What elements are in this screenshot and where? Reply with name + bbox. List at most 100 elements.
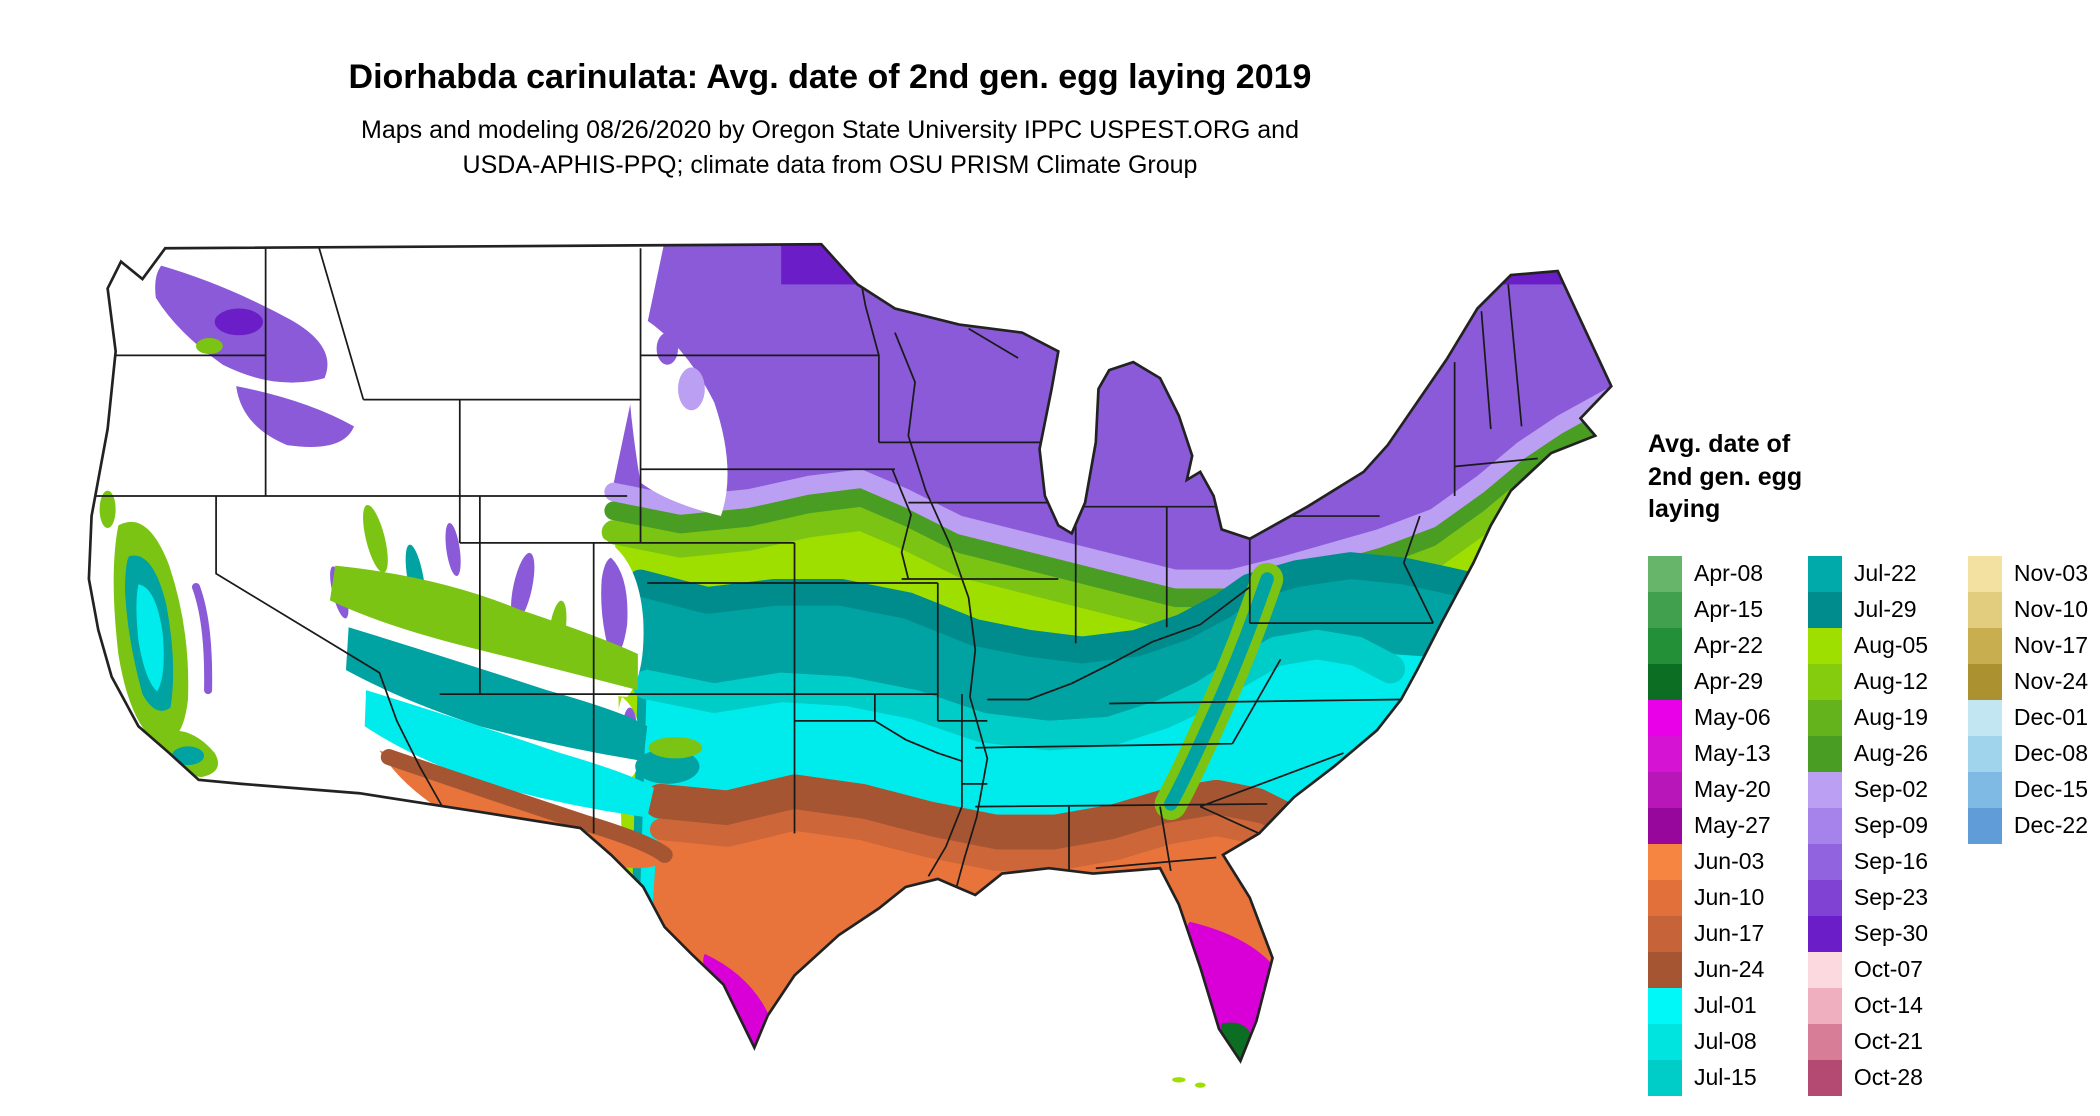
legend-entry: Oct-21 <box>1807 1023 1968 1060</box>
legend-swatch <box>1648 555 1682 592</box>
legend-entry: Nov-03 <box>1967 555 2088 592</box>
legend-entry: Oct-07 <box>1807 951 1968 988</box>
map-region-socal-teal <box>171 746 205 766</box>
legend-label: Jun-24 <box>1694 956 1765 982</box>
legend-entry: Sep-02 <box>1807 771 1968 808</box>
map-stripe-sw-brown <box>380 749 673 863</box>
legend-title: Avg. date of 2nd gen. egg laying <box>1648 428 2088 526</box>
legend-entry: Jul-15 <box>1648 1059 1808 1096</box>
legend-label: Jul-15 <box>1694 1064 1757 1090</box>
legend-swatch <box>1807 807 1842 844</box>
legend-swatch <box>1807 951 1842 988</box>
legend-label: Nov-17 <box>2013 632 2088 658</box>
legend-entry: Nov-17 <box>1967 627 2088 664</box>
legend-entry: Nov-24 <box>1967 663 2088 700</box>
legend-entry: Sep-16 <box>1807 843 1968 880</box>
legend-entry: Apr-29 <box>1648 663 1808 700</box>
legend-label: May-20 <box>1694 776 1771 802</box>
legend-entry: Sep-09 <box>1807 807 1968 844</box>
legend-entry: Apr-15 <box>1648 591 1808 628</box>
map-stripe-sep-dark <box>781 244 1612 285</box>
legend-swatch <box>1967 771 2002 808</box>
legend-swatch <box>1967 807 2002 844</box>
legend-swatch <box>1648 807 1682 844</box>
legend-label: Sep-02 <box>1853 776 1929 802</box>
legend-label: Dec-22 <box>2013 812 2088 838</box>
legend-swatch <box>1967 663 2002 700</box>
legend-label: Dec-08 <box>2013 740 2088 766</box>
legend-swatch <box>1648 1023 1682 1060</box>
legend-label: Apr-29 <box>1694 668 1764 694</box>
legend-label: Nov-24 <box>2013 668 2088 694</box>
legend-label: Dec-15 <box>2013 776 2088 802</box>
map-region-may-florida <box>1185 921 1277 1049</box>
legend-entry: Dec-08 <box>1967 735 2088 772</box>
legend-title-line-3: laying <box>1648 495 1721 523</box>
subtitle-line-2: USDA-APHIS-PPQ; climate data from OSU PR… <box>462 150 1198 179</box>
legend-label: Jul-29 <box>1853 596 1917 622</box>
us-map-container <box>38 228 1618 1092</box>
legend-swatch <box>1648 663 1682 700</box>
legend-entry: Jun-03 <box>1648 843 1808 880</box>
subtitle-line-1: Maps and modeling 08/26/2020 by Oregon S… <box>361 116 1299 144</box>
legend-title-line-1: Avg. date of <box>1648 430 1791 458</box>
legend-column-2: Jul-22 Jul-29 Aug-05 Aug-12 Aug-19 Aug-26 Sep-… <box>1807 555 1968 1096</box>
map-region-may-texas <box>703 953 771 1049</box>
legend-label: Sep-23 <box>1853 884 1929 910</box>
legend-swatch <box>1807 735 1842 772</box>
map-region-keys-speck-2 <box>1194 1082 1206 1088</box>
legend-entry: Jul-29 <box>1807 591 1968 628</box>
us-map <box>87 242 1613 1088</box>
legend-entry: Dec-01 <box>1967 699 2088 736</box>
legend-swatch <box>1648 987 1682 1024</box>
map-region-sierra-purple <box>191 583 213 695</box>
legend-entry: Aug-12 <box>1807 663 1968 700</box>
page-subtitle: Maps and modeling 08/26/2020 by Oregon S… <box>0 113 1660 182</box>
map-speck-nv-purple-2 <box>445 522 461 577</box>
legend-entry: Jul-01 <box>1648 987 1808 1024</box>
legend-entry: Apr-22 <box>1648 627 1808 664</box>
legend-label: Sep-16 <box>1853 848 1929 874</box>
page-title: Diorhabda carinulata: Avg. date of 2nd g… <box>348 58 1312 96</box>
legend-entry: May-06 <box>1648 699 1808 736</box>
legend-swatch <box>1648 951 1682 988</box>
legend-label: Jul-08 <box>1694 1028 1757 1054</box>
legend-swatch <box>1807 987 1842 1024</box>
legend-label: Oct-28 <box>1853 1064 1923 1090</box>
legend-swatch <box>1807 1059 1842 1096</box>
map-region-sw-cyan <box>364 690 654 818</box>
legend-swatch <box>1648 591 1682 628</box>
legend-entry: Aug-05 <box>1807 627 1968 664</box>
legend-label: Jul-22 <box>1853 560 1917 586</box>
map-region-rockies-purple <box>601 557 628 656</box>
legend-swatch <box>1648 915 1682 952</box>
legend-entry: Aug-19 <box>1807 699 1968 736</box>
legend-entry: Jul-22 <box>1807 555 1968 592</box>
legend-swatch <box>1648 879 1682 916</box>
legend-column-1: Apr-08 Apr-15 Apr-22 Apr-29 May-06 May-13 May-… <box>1648 555 1808 1096</box>
legend-label: Jun-03 <box>1694 848 1765 874</box>
legend-swatch <box>1807 843 1842 880</box>
legend-entry: Jun-17 <box>1648 915 1808 952</box>
legend-label: Jul-01 <box>1694 992 1757 1018</box>
legend-entry: Sep-23 <box>1807 879 1968 916</box>
legend-swatch <box>1807 915 1842 952</box>
map-speck-purple-2 <box>656 332 679 365</box>
legend-label: Sep-09 <box>1853 812 1929 838</box>
legend-label: Aug-05 <box>1853 632 1929 658</box>
map-legend: Avg. date of 2nd gen. egg laying Apr-08 A… <box>1648 428 2088 1096</box>
legend-entry: Jul-08 <box>1648 1023 1808 1060</box>
legend-swatch <box>1807 1023 1842 1060</box>
legend-entry: Oct-14 <box>1807 987 1968 1024</box>
legend-label: Apr-22 <box>1694 632 1764 658</box>
legend-swatch <box>1967 627 2002 664</box>
state-borders <box>88 248 1538 888</box>
legend-label: May-06 <box>1694 704 1771 730</box>
legend-label: Sep-30 <box>1853 920 1929 946</box>
legend-entry: Nov-10 <box>1967 591 2088 628</box>
map-region-ca-valley-cyan <box>136 584 164 692</box>
map-region-norcal-green <box>99 490 116 529</box>
legend-entry: Sep-30 <box>1807 915 1968 952</box>
map-speck-nv-green <box>363 504 388 573</box>
map-region-keys-speck-1 <box>1172 1077 1186 1083</box>
